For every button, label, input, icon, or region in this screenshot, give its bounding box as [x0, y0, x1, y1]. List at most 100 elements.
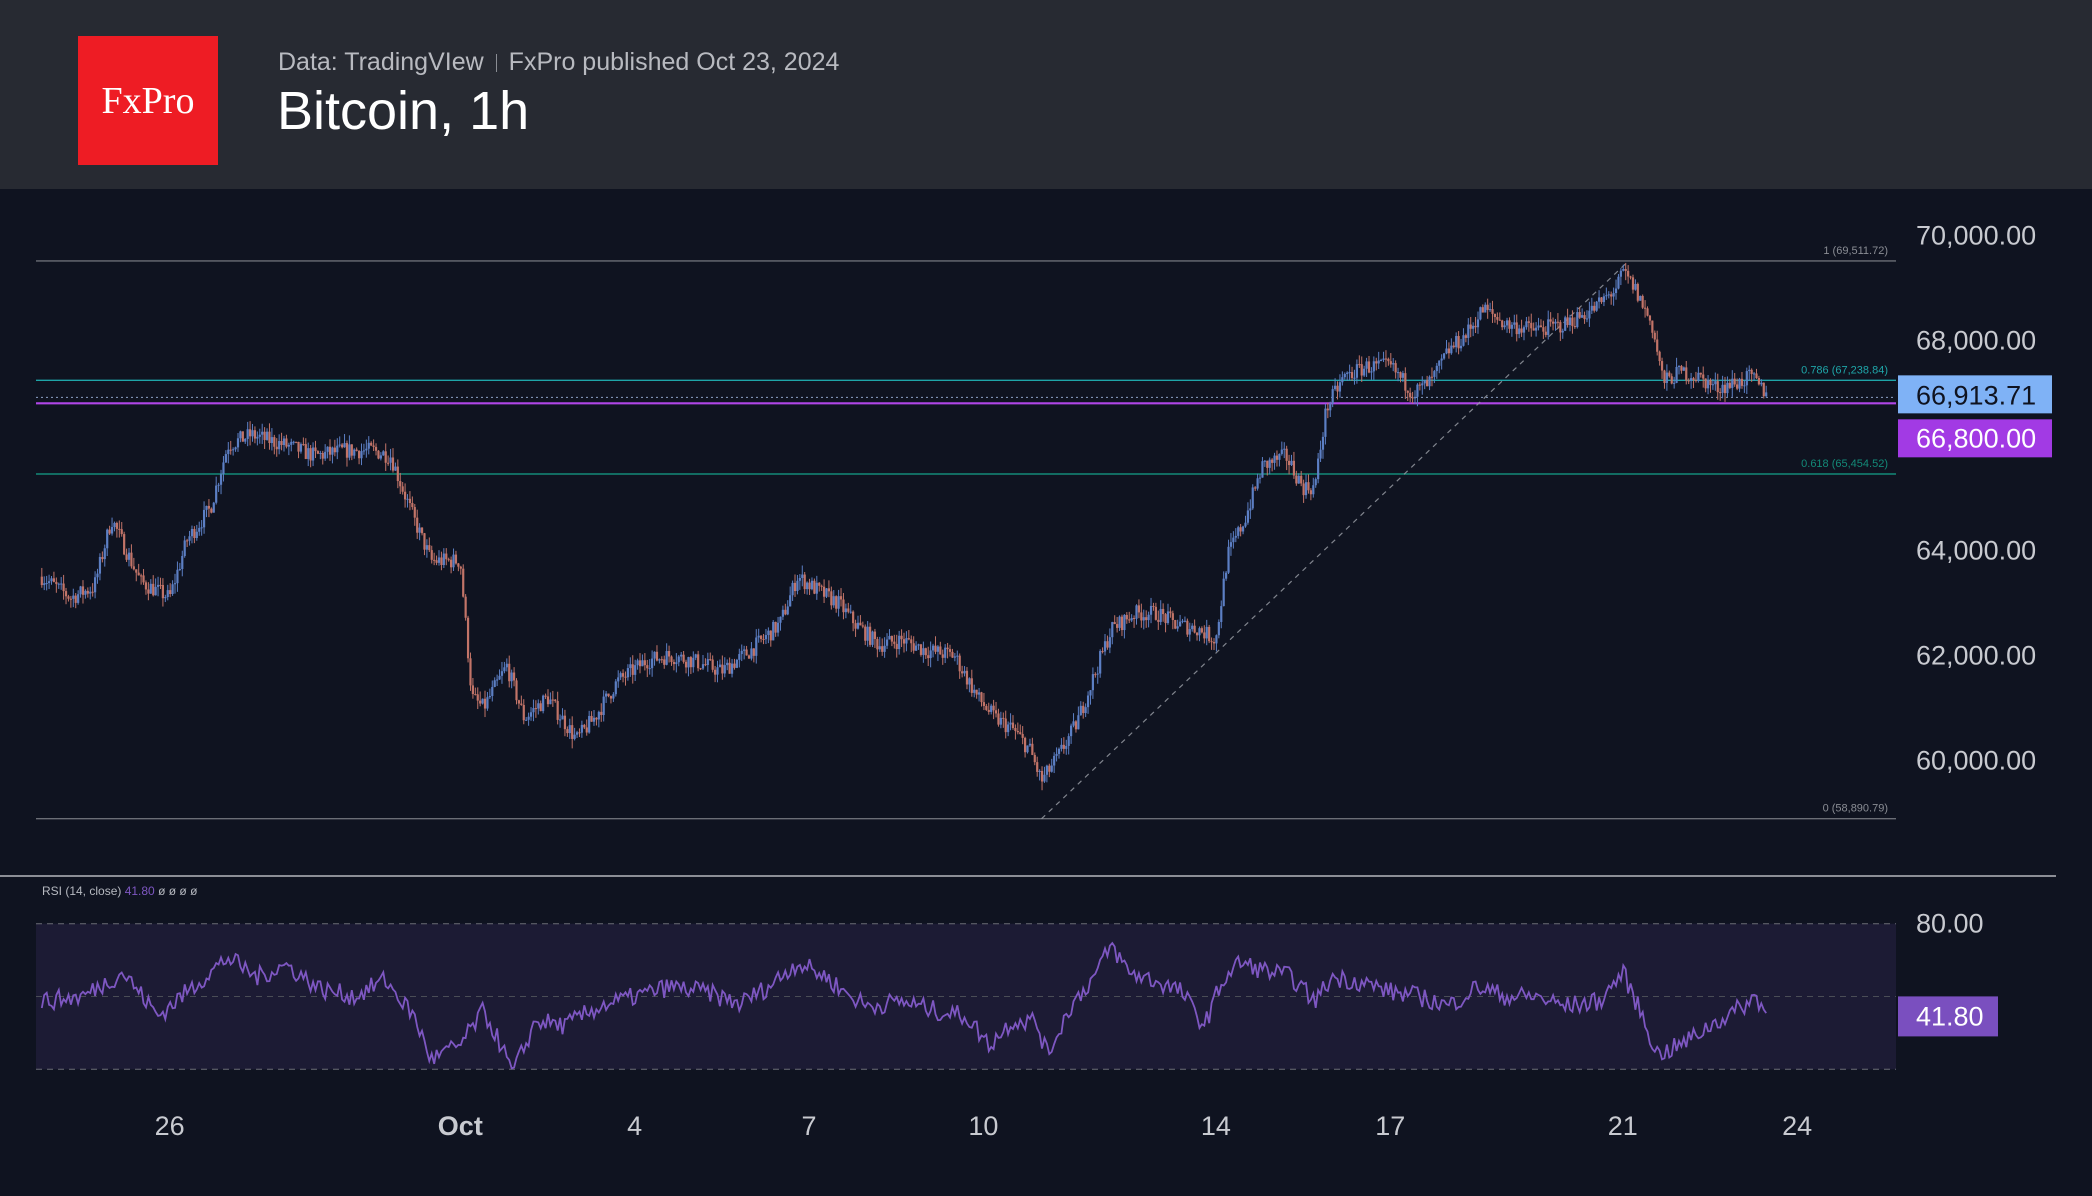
- candle-body: [772, 621, 775, 641]
- rsi-line[interactable]: [40, 941, 1767, 1070]
- candle-body: [311, 447, 315, 461]
- candle-body: [643, 660, 646, 666]
- candle-body: [1668, 372, 1671, 377]
- candle-body: [309, 448, 312, 461]
- candle-body: [1283, 448, 1286, 450]
- candle-body: [1542, 327, 1545, 332]
- candle-body: [401, 486, 404, 492]
- candle-body: [1428, 376, 1431, 387]
- candle-body: [878, 646, 881, 650]
- candle-body: [573, 734, 576, 739]
- candle-body: [1595, 301, 1598, 311]
- fib-level-label: 1 (69,511.72): [1823, 245, 1888, 257]
- candles: [40, 262, 1768, 791]
- candle-body: [1614, 288, 1618, 294]
- candle-body: [52, 578, 56, 582]
- candle-body: [1040, 770, 1044, 782]
- rsi-value-tag-bg: [1898, 996, 1998, 1037]
- candle-body: [592, 717, 596, 722]
- candle-body: [1469, 324, 1472, 329]
- fxpro-logo[interactable]: FxPro: [78, 36, 218, 165]
- candle-body: [256, 436, 259, 439]
- candle-body: [222, 462, 225, 475]
- candle-body: [774, 621, 777, 633]
- candle-body: [905, 638, 908, 644]
- candle-body: [1045, 765, 1048, 775]
- candle-body: [1467, 324, 1470, 338]
- candle-body: [813, 580, 816, 594]
- candle-body: [786, 606, 789, 615]
- candle-body: [1215, 635, 1218, 644]
- candle-body: [948, 649, 952, 652]
- candle-body: [1096, 673, 1099, 675]
- candle-body: [1157, 619, 1160, 622]
- candle-body: [84, 590, 87, 595]
- level-price-tag: 66,800.00: [1898, 419, 2052, 458]
- candle-body: [1099, 651, 1102, 674]
- candle-body: [1036, 762, 1039, 772]
- candle-body: [1346, 372, 1349, 375]
- candle-body: [1016, 731, 1019, 733]
- candle-body: [1278, 453, 1281, 460]
- candle-body: [1556, 321, 1560, 323]
- candle-body: [433, 559, 436, 561]
- candle-body: [944, 647, 947, 658]
- candle-body: [1488, 309, 1492, 311]
- candle-body: [1450, 345, 1453, 354]
- candle-body: [1062, 744, 1065, 749]
- candle-body: [326, 446, 329, 452]
- candle-body: [687, 657, 690, 668]
- fib-trend-line[interactable]: [1041, 260, 1630, 820]
- price-axis-label: 70,000.00: [1916, 220, 2036, 250]
- candle-body: [646, 665, 649, 669]
- candle-body: [1304, 482, 1308, 496]
- candle-body: [994, 710, 998, 714]
- candle-body: [585, 727, 588, 733]
- candle-body: [1050, 765, 1053, 772]
- candle-body: [873, 631, 877, 640]
- candle-body: [1091, 674, 1095, 691]
- candle-body: [1440, 358, 1443, 361]
- candle-body: [1309, 490, 1312, 495]
- candle-body: [144, 582, 148, 590]
- candle-body: [522, 704, 525, 721]
- chart-meta: Data: TradingVIew FxPro published Oct 23,…: [278, 48, 839, 77]
- candle-body: [1358, 364, 1361, 366]
- candle-body: [648, 668, 651, 670]
- candle-body: [212, 502, 215, 513]
- chart-title: Bitcoin, 1h: [277, 81, 530, 141]
- candle-body: [1225, 572, 1228, 579]
- candle-body: [987, 709, 990, 712]
- candle-body: [152, 583, 155, 596]
- candle-body: [355, 449, 358, 451]
- candle-body: [1442, 353, 1446, 359]
- candle-body: [1307, 482, 1310, 491]
- candle-body: [868, 626, 872, 645]
- candle-body: [1355, 364, 1358, 378]
- candle-body: [529, 712, 533, 717]
- candle-body: [1585, 318, 1589, 320]
- candle-body: [1152, 605, 1155, 607]
- candle-body: [527, 716, 530, 720]
- candle-body: [723, 665, 726, 674]
- candle-body: [961, 671, 964, 674]
- time-axis-label: Oct: [438, 1111, 483, 1141]
- candle-body: [1762, 382, 1765, 397]
- candle-body: [558, 719, 562, 721]
- candle-body: [1547, 319, 1550, 335]
- candle-body: [1651, 320, 1654, 333]
- candle-body: [672, 661, 676, 665]
- candle-body: [345, 443, 349, 458]
- candle-body: [360, 451, 363, 459]
- candle-body: [450, 559, 453, 568]
- candle-body: [244, 438, 247, 442]
- price-chart[interactable]: 70,000.00 68,000.00 64,000.00 62,000.00 60,0…: [0, 189, 2092, 1196]
- candle-body: [1023, 737, 1027, 753]
- candle-body: [854, 623, 857, 629]
- candle-body: [1123, 614, 1126, 631]
- candle-body: [1212, 642, 1216, 644]
- candle-body: [730, 663, 734, 674]
- candle-body: [224, 454, 227, 463]
- candle-body: [1636, 283, 1639, 301]
- candle-body: [1498, 319, 1501, 321]
